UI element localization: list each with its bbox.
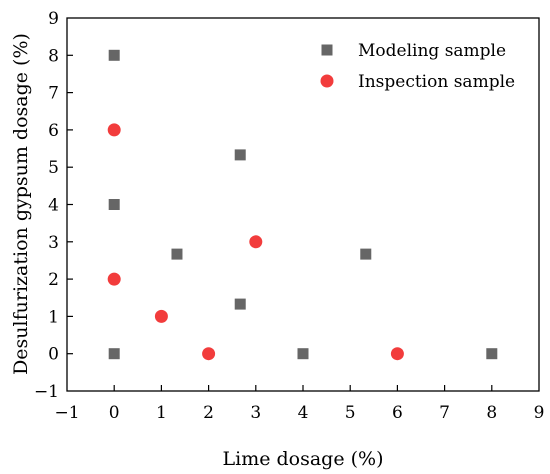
modeling-sample-point — [297, 348, 309, 360]
x-tick-label: 2 — [203, 403, 214, 423]
y-tick-label: 5 — [48, 158, 59, 178]
y-tick-label: 1 — [48, 307, 59, 327]
y-tick-label: 6 — [48, 121, 59, 141]
x-tick-label: 1 — [156, 403, 167, 423]
inspection-sample-point — [107, 272, 121, 286]
y-tick-label: 2 — [48, 270, 59, 290]
x-tick-label: 5 — [345, 403, 356, 423]
x-tick-label: 9 — [534, 403, 545, 423]
y-tick-label: 4 — [48, 196, 59, 216]
x-tick-label: 8 — [486, 403, 497, 423]
legend-label: Modeling sample — [358, 41, 506, 61]
y-tick-label: 7 — [48, 84, 59, 104]
legend-label: Inspection sample — [358, 72, 515, 92]
inspection-sample-point — [154, 309, 168, 323]
x-tick-label: 6 — [392, 403, 403, 423]
legend-square-icon — [321, 44, 333, 56]
data-points — [107, 49, 498, 361]
modeling-sample-point — [360, 248, 372, 260]
y-axis-title: Desulfurization gypsum dosage (%) — [10, 33, 32, 375]
modeling-sample-point — [108, 199, 120, 210]
x-axis: −1 0 1 2 3 4 5 6 7 8 9 — [54, 385, 544, 423]
y-tick-label: 9 — [48, 9, 59, 29]
modeling-sample-point — [108, 49, 120, 61]
inspection-sample-point — [390, 347, 404, 361]
y-tick-label: 8 — [48, 46, 59, 66]
x-tick-label: −1 — [54, 403, 79, 423]
x-tick-label: 3 — [250, 403, 261, 423]
x-tick-label: 0 — [109, 403, 120, 423]
inspection-sample-point — [202, 347, 216, 361]
y-axis: −1 0 1 2 3 4 5 6 7 8 9 — [34, 9, 73, 402]
inspection-sample-point — [107, 123, 121, 137]
legend-circle-icon — [320, 74, 334, 88]
y-tick-label: 0 — [48, 345, 59, 365]
inspection-sample-point — [249, 235, 263, 249]
y-tick-label: 3 — [48, 233, 59, 253]
x-tick-label: 7 — [439, 403, 450, 423]
modeling-sample-point — [486, 348, 498, 360]
y-tick-label: −1 — [34, 382, 59, 402]
modeling-sample-point — [234, 298, 246, 310]
modeling-sample-point — [171, 248, 183, 260]
legend: Modeling sample Inspection sample — [320, 41, 515, 92]
x-axis-title: Lime dosage (%) — [223, 448, 384, 470]
x-tick-label: 4 — [298, 403, 309, 423]
modeling-sample-point — [108, 348, 120, 360]
modeling-sample-point — [234, 149, 246, 161]
